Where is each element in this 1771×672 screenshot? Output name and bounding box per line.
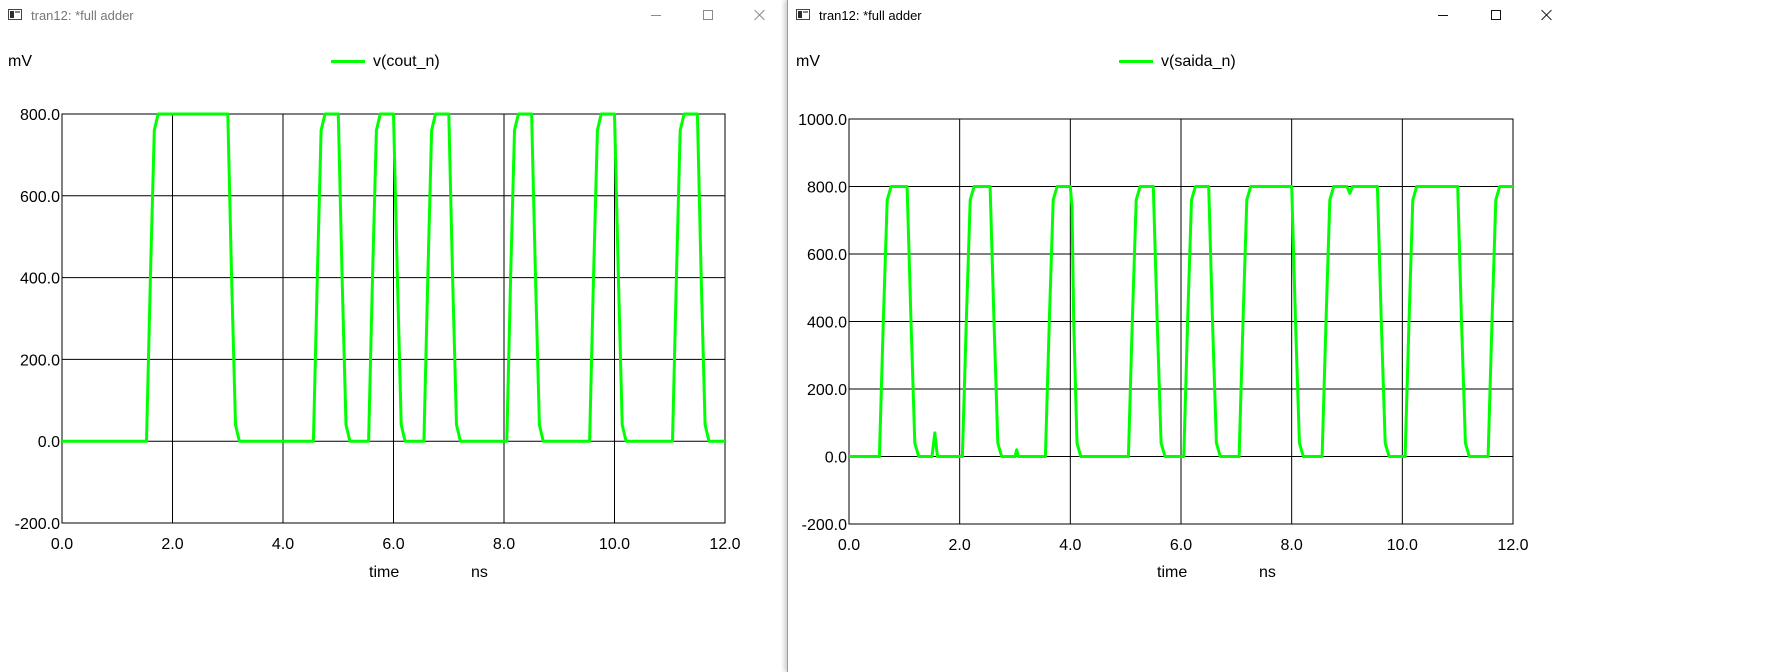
y-tick-label: 0.0 — [825, 450, 847, 467]
app-window-icon — [8, 9, 22, 20]
waveform-plot-saida[interactable]: 0.0 2.0 4.0 6.0 8.0 10.0 12.0 -200.0 0.0 200.0 400… — [788, 30, 1771, 590]
minimize-icon — [651, 15, 661, 16]
x-axis-label: time — [369, 564, 400, 581]
close-button[interactable] — [1524, 0, 1570, 30]
y-tick-label: 600.0 — [807, 247, 847, 264]
minimize-button[interactable] — [1421, 0, 1467, 30]
y-unit-label: mV — [796, 53, 820, 70]
waveform-plot-cout[interactable]: 0.0 2.0 4.0 6.0 8.0 10.0 12.0 -200.0 0.0 200.0 400… — [0, 30, 786, 590]
minimize-icon — [1438, 15, 1448, 16]
series-line — [849, 185, 1513, 458]
x-axis-unit: ns — [1259, 564, 1276, 581]
waveform-window-cout[interactable]: tran12: *full adder mV v(cout_n) 0.0 2.0 4… — [0, 0, 786, 672]
x-tick-label: 4.0 — [1059, 537, 1081, 554]
app-window-icon — [796, 9, 810, 20]
y-tick-label: 400.0 — [807, 315, 847, 332]
x-tick-label: 6.0 — [382, 536, 404, 553]
y-tick-label: 800.0 — [20, 107, 60, 124]
close-button[interactable] — [737, 0, 783, 30]
y-tick-label: 0.0 — [38, 434, 60, 451]
window-title: tran12: *full adder — [819, 8, 922, 23]
maximize-icon — [1491, 10, 1501, 20]
x-tick-label: 8.0 — [1281, 537, 1303, 554]
maximize-button[interactable] — [686, 0, 732, 30]
legend-label: v(cout_n) — [373, 53, 440, 70]
title-bar[interactable]: tran12: *full adder — [0, 0, 786, 30]
waveform-window-saida[interactable]: tran12: *full adder mV v(saida_n) 0.0 2.0… — [787, 0, 1771, 672]
series-line — [62, 112, 725, 443]
x-tick-label: 2.0 — [949, 537, 971, 554]
x-tick-label: 8.0 — [493, 536, 515, 553]
y-tick-label: 200.0 — [20, 352, 60, 369]
y-unit-label: mV — [8, 53, 32, 70]
legend-swatch — [331, 60, 365, 63]
maximize-icon — [703, 10, 713, 20]
x-tick-label: 12.0 — [1497, 537, 1528, 554]
y-tick-label: 400.0 — [20, 271, 60, 288]
x-tick-label: 6.0 — [1170, 537, 1192, 554]
x-axis-label: time — [1157, 564, 1188, 581]
y-tick-label: 200.0 — [807, 382, 847, 399]
x-tick-label: 2.0 — [161, 536, 183, 553]
y-tick-label: 1000.0 — [798, 112, 847, 129]
x-tick-label: 4.0 — [272, 536, 294, 553]
y-tick-label: 600.0 — [20, 189, 60, 206]
x-axis-unit: ns — [471, 564, 488, 581]
minimize-button[interactable] — [634, 0, 680, 30]
x-tick-label: 0.0 — [51, 536, 73, 553]
y-tick-label: -200.0 — [15, 516, 60, 533]
maximize-button[interactable] — [1474, 0, 1520, 30]
y-tick-label: 800.0 — [807, 180, 847, 197]
legend-swatch — [1119, 60, 1153, 63]
x-tick-label: 10.0 — [599, 536, 630, 553]
window-title: tran12: *full adder — [31, 8, 134, 23]
x-tick-label: 0.0 — [838, 537, 860, 554]
title-bar[interactable]: tran12: *full adder — [788, 0, 1771, 30]
y-tick-label: -200.0 — [802, 517, 847, 534]
legend-label: v(saida_n) — [1161, 53, 1236, 70]
x-tick-label: 12.0 — [709, 536, 740, 553]
x-tick-label: 10.0 — [1387, 537, 1418, 554]
